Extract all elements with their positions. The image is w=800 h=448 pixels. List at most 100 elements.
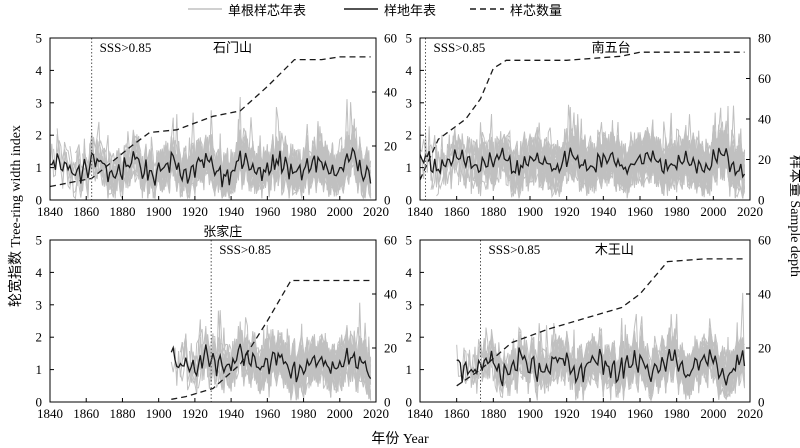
x-tick-label: 2020 (737, 204, 763, 219)
y-right-tick-label: 0 (384, 395, 391, 410)
x-tick-label: 1920 (554, 204, 580, 219)
y-right-tick-label: 60 (384, 233, 397, 248)
x-tick-label: 2000 (700, 406, 726, 421)
x-tick-label: 1900 (146, 406, 172, 421)
x-tick-label: 1960 (627, 406, 653, 421)
panel-3: SSS>0.85 张家庄 1840 1860 1880 1900 1920 1940 1960 1… (36, 224, 398, 421)
x-tick-label: 1840 (37, 204, 63, 219)
y-right-tick-label: 0 (384, 193, 391, 208)
x-tick-label: 2020 (363, 406, 389, 421)
x-tick-label: 2000 (327, 406, 353, 421)
legend-single-core-label: 单根样芯年表 (228, 3, 307, 19)
y-left-tick-label: 1 (36, 362, 43, 377)
y-left-tick-label: 2 (406, 330, 413, 345)
x-tick-label: 1920 (182, 204, 208, 219)
y-axis-label-left: 轮宽指数 Tree-ring width index (9, 125, 24, 307)
panel-title: 南五台 (592, 40, 631, 55)
x-tick-label: 1880 (109, 204, 135, 219)
y-right-tick-label: 80 (758, 31, 771, 46)
x-tick-label: 1840 (407, 406, 433, 421)
plot-frame (49, 239, 377, 403)
plot-frame (49, 37, 377, 201)
y-right-tick-label: 20 (758, 152, 771, 167)
site-chronology-line (50, 146, 372, 188)
sample-depth-line (49, 56, 371, 188)
sss-label: SSS>0.85 (489, 242, 541, 257)
y-left-tick-label: 1 (406, 160, 413, 175)
y-left-tick-label: 4 (406, 63, 413, 78)
single-core-series (216, 133, 372, 199)
y-left-tick-label: 1 (406, 362, 413, 377)
y-right-tick-label: 40 (758, 112, 771, 127)
x-tick-label: 1960 (254, 204, 280, 219)
x-tick-label: 2000 (700, 204, 726, 219)
x-tick-label: 1900 (517, 406, 543, 421)
panel-1: SSS>0.85 石门山 1840 1860 1880 1900 1920 1940 1960 1… (36, 31, 398, 220)
panel-title: 张家庄 (203, 224, 242, 239)
y-left-tick-label: 5 (36, 233, 43, 248)
legend-sample-count: 样芯数量 (470, 0, 563, 19)
y-left-tick-label: 0 (36, 395, 43, 410)
x-tick-label: 1860 (73, 204, 99, 219)
x-tick-label: 1960 (627, 204, 653, 219)
y-right-tick-label: 40 (384, 85, 397, 100)
y-right-tick-label: 0 (758, 193, 765, 208)
y-left-tick-label: 0 (36, 193, 43, 208)
x-tick-label: 1880 (480, 406, 506, 421)
y-left-tick-label: 0 (406, 395, 413, 410)
y-left-tick-label: 5 (406, 233, 413, 248)
sss-label: SSS>0.85 (434, 40, 486, 55)
x-tick-label: 1840 (37, 406, 63, 421)
x-tick-label: 2000 (327, 204, 353, 219)
single-core-series (246, 324, 372, 401)
y-right-tick-label: 40 (384, 287, 397, 302)
y-left-tick-label: 2 (36, 330, 43, 345)
site-chronology-line (456, 347, 746, 387)
single-core-series-group (50, 96, 372, 200)
x-tick-label: 1860 (444, 406, 470, 421)
y-right-tick-label: 20 (384, 139, 397, 154)
x-tick-label: 1940 (218, 204, 244, 219)
x-axis-label: 年份 Year (371, 432, 429, 447)
y-right-tick-label: 60 (758, 233, 771, 248)
single-core-series (274, 328, 372, 401)
legend-sample-count-label: 样芯数量 (510, 3, 563, 19)
x-tick-label: 1940 (590, 204, 616, 219)
sample-depth-line (419, 51, 745, 181)
sss-label: SSS>0.85 (219, 242, 271, 257)
y-left-tick-label: 1 (36, 160, 43, 175)
panel-title: 石门山 (213, 40, 252, 55)
legend-site-chronology-swatch (344, 8, 378, 10)
y-axis-label-right: 样本量 Sample depth (787, 154, 800, 278)
single-core-series-group (170, 302, 372, 401)
legend-single-core-swatch (188, 8, 222, 10)
x-tick-label: 1840 (407, 204, 433, 219)
x-tick-label: 1920 (182, 406, 208, 421)
y-left-tick-label: 3 (406, 95, 413, 110)
legend-single-core: 单根样芯年表 (188, 0, 307, 19)
legend-site-chronology: 样地年表 (344, 0, 436, 19)
x-tick-label: 1880 (480, 204, 506, 219)
x-tick-label: 1880 (109, 406, 135, 421)
panel-title: 木王山 (595, 242, 634, 257)
y-right-tick-label: 60 (384, 31, 397, 46)
y-right-tick-label: 40 (758, 287, 771, 302)
y-left-tick-label: 4 (36, 63, 43, 78)
plot-frame (419, 239, 751, 403)
y-right-tick-label: 0 (758, 395, 765, 410)
y-right-tick-label: 60 (758, 71, 771, 86)
single-core-series-group (456, 292, 745, 402)
single-core-series-group (420, 104, 745, 199)
y-left-tick-label: 3 (36, 297, 43, 312)
x-tick-label: 1980 (664, 204, 690, 219)
y-right-tick-label: 20 (384, 341, 397, 356)
x-tick-label: 1980 (664, 406, 690, 421)
y-left-tick-label: 3 (36, 95, 43, 110)
sss-label: SSS>0.85 (100, 40, 152, 55)
x-tick-label: 1900 (517, 204, 543, 219)
x-tick-label: 2020 (363, 204, 389, 219)
sample-depth-line (171, 279, 371, 400)
single-core-series (590, 126, 745, 199)
site-chronology-line (170, 343, 372, 383)
